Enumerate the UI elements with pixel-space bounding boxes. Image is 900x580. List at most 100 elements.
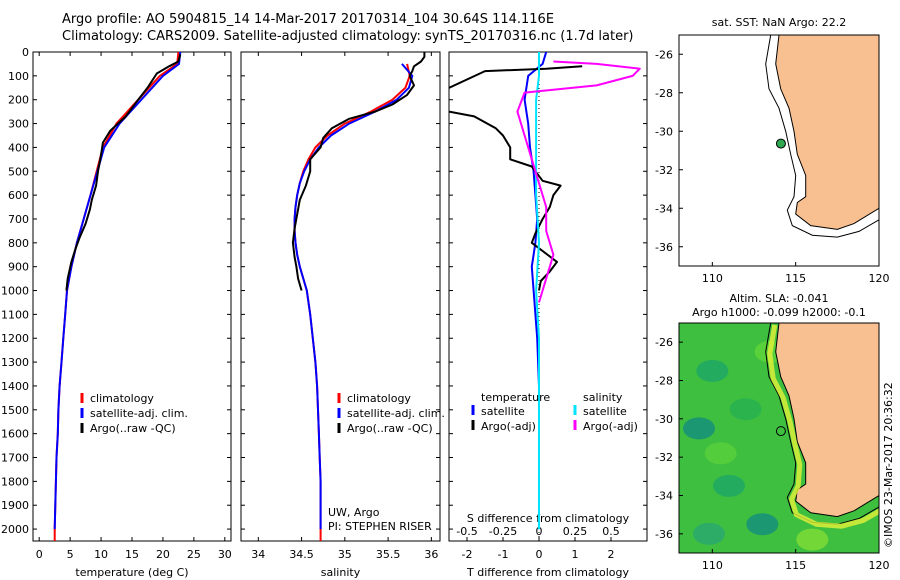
diff-x2-tick-label-4: 0.5 <box>602 525 620 538</box>
diff-x2label: S difference from climatology <box>467 512 630 525</box>
pi-annotation-2: PI: STEPHEN RISER <box>328 520 432 533</box>
sst-map-isobath <box>765 35 879 238</box>
diff-legend-s-argo: Argo(-adj) <box>583 420 638 433</box>
x-tick-label-25: 25 <box>187 548 201 561</box>
sst-map-y-tick-label--30: -30 <box>655 125 673 138</box>
y-tick-label-800: 800 <box>8 237 29 250</box>
x-tick-label-15: 15 <box>125 548 139 561</box>
y-tick-label-1700: 1700 <box>1 452 29 465</box>
diff-legend-t-sat: satellite <box>481 405 525 418</box>
y-tick-label-200: 200 <box>8 94 29 107</box>
sal-legend-label-2: Argo(..raw -QC) <box>347 422 433 435</box>
x-tick-label-34.5: 34.5 <box>289 548 314 561</box>
sla-map-x-tick-label-120: 120 <box>869 559 890 572</box>
sla-map-x-tick-label-110: 110 <box>702 559 723 572</box>
sst-map-y-tick-label--34: -34 <box>655 202 673 215</box>
diff-series-1 <box>449 65 583 291</box>
header-line-2: Climatology: CARS2009. Satellite-adjuste… <box>62 29 634 44</box>
sla-blob-4 <box>746 513 779 536</box>
diff-legend-salinity-heading: salinity <box>583 391 623 404</box>
diff-series-3 <box>516 60 641 303</box>
y-tick-label-2000: 2000 <box>1 523 29 536</box>
diff-x-tick-label-1: 1 <box>572 548 579 561</box>
diff-x-tick-label-0: 0 <box>536 548 543 561</box>
sla-map-y-tick-label--28: -28 <box>655 375 673 388</box>
sst-map-y-tick-label--32: -32 <box>655 164 673 177</box>
salinity-profile-frame <box>240 51 441 542</box>
x-tick-label-35: 35 <box>338 548 352 561</box>
y-tick-label-1200: 1200 <box>1 332 29 345</box>
sla-map-float-marker <box>775 426 786 437</box>
sal-legend-label-0: climatology <box>347 392 411 405</box>
y-tick-label-500: 500 <box>8 165 29 178</box>
temperature-profile-xlabel: temperature (deg C) <box>75 566 188 579</box>
diff-x2-tick-label-1: -0.25 <box>489 525 517 538</box>
x-tick-label-20: 20 <box>156 548 170 561</box>
temp-legend-label-2: Argo(..raw -QC) <box>90 422 176 435</box>
temp-legend-label-1: satellite-adj. clim. <box>90 407 188 420</box>
y-tick-label-900: 900 <box>8 261 29 274</box>
salinity-profile-series-2 <box>291 52 426 291</box>
sst-map-y-tick-label--36: -36 <box>655 241 673 254</box>
y-tick-label-1600: 1600 <box>1 428 29 441</box>
diff-frame <box>448 51 648 542</box>
sla-map-y-tick-label--30: -30 <box>655 413 673 426</box>
y-tick-label-1400: 1400 <box>1 380 29 393</box>
y-tick-label-700: 700 <box>8 213 29 226</box>
x-tick-label-34: 34 <box>251 548 265 561</box>
sst-map-frame <box>678 34 880 267</box>
diff-x-tick-label-2: 2 <box>608 548 615 561</box>
diff-xlabel: T difference from climatology <box>466 566 629 579</box>
temp-legend-label-0: climatology <box>90 392 154 405</box>
temperature-profile-series-2 <box>65 54 182 291</box>
sla-map-y-tick-label--26: -26 <box>655 336 673 349</box>
sla-coastal-band <box>767 324 879 529</box>
sst-map-x-tick-label-115: 115 <box>785 272 806 285</box>
sst-map-title: sat. SST: NaN Argo: 22.2 <box>712 16 846 29</box>
header-line-1: Argo profile: AO 5904815_14 14-Mar-2017 … <box>62 12 555 27</box>
x-tick-label-36: 36 <box>424 548 438 561</box>
y-tick-label-300: 300 <box>8 118 29 131</box>
salinity-profile-series-0 <box>293 63 411 541</box>
sst-map-float-marker <box>775 138 786 149</box>
x-tick-label-10: 10 <box>94 548 108 561</box>
sla-map-frame <box>678 322 880 554</box>
sla-map-y-tick-label--36: -36 <box>655 528 673 541</box>
sla-map-plot <box>679 323 879 553</box>
sal-legend-label-1: satellite-adj. clim. <box>347 407 445 420</box>
sst-map-y-tick-label--28: -28 <box>655 87 673 100</box>
y-tick-label-400: 400 <box>8 141 29 154</box>
y-tick-label-1100: 1100 <box>1 308 29 321</box>
x-tick-label-30: 30 <box>218 548 232 561</box>
sst-map-x-tick-label-110: 110 <box>702 272 723 285</box>
diff-x2-tick-label-2: 0 <box>536 525 543 538</box>
sla-blob-5 <box>693 522 725 545</box>
sla-map-y-tick-label--32: -32 <box>655 451 673 464</box>
diff-x-tick-label--1: -1 <box>498 548 509 561</box>
sla-blob-0 <box>696 359 729 382</box>
sla-blob-1 <box>729 398 762 421</box>
sst-map-plot <box>765 35 879 238</box>
diff-legend-t-argo: Argo(-adj) <box>481 420 536 433</box>
diff-x-tick-label--2: -2 <box>462 548 473 561</box>
sla-map-y-tick-label--34: -34 <box>655 490 673 503</box>
diff-series-2 <box>535 52 540 530</box>
temperature-profile-frame <box>32 51 232 542</box>
x-tick-label-0: 0 <box>36 548 43 561</box>
y-tick-label-1900: 1900 <box>1 499 29 512</box>
diff-legend-s-sat: satellite <box>583 405 627 418</box>
y-tick-label-1300: 1300 <box>1 356 29 369</box>
sla-map-land <box>775 323 879 518</box>
sla-map-title: Altim. SLA: -0.041 <box>729 292 828 305</box>
sla-map-subtitle: Argo h1000: -0.099 h2000: -0.1 <box>692 306 866 319</box>
pi-annotation-1: UW, Argo <box>328 506 380 519</box>
sla-blob-8 <box>796 528 829 551</box>
sla-blob-7 <box>704 442 737 465</box>
sla-blob-3 <box>713 474 745 497</box>
diff-x2-tick-label-3: 0.25 <box>563 525 588 538</box>
y-tick-label-100: 100 <box>8 70 29 83</box>
sla-blob-2 <box>683 417 715 440</box>
sst-map-x-tick-label-120: 120 <box>869 272 890 285</box>
diff-legend-temperature-heading: temperature <box>481 391 550 404</box>
y-tick-label-0: 0 <box>22 46 29 59</box>
